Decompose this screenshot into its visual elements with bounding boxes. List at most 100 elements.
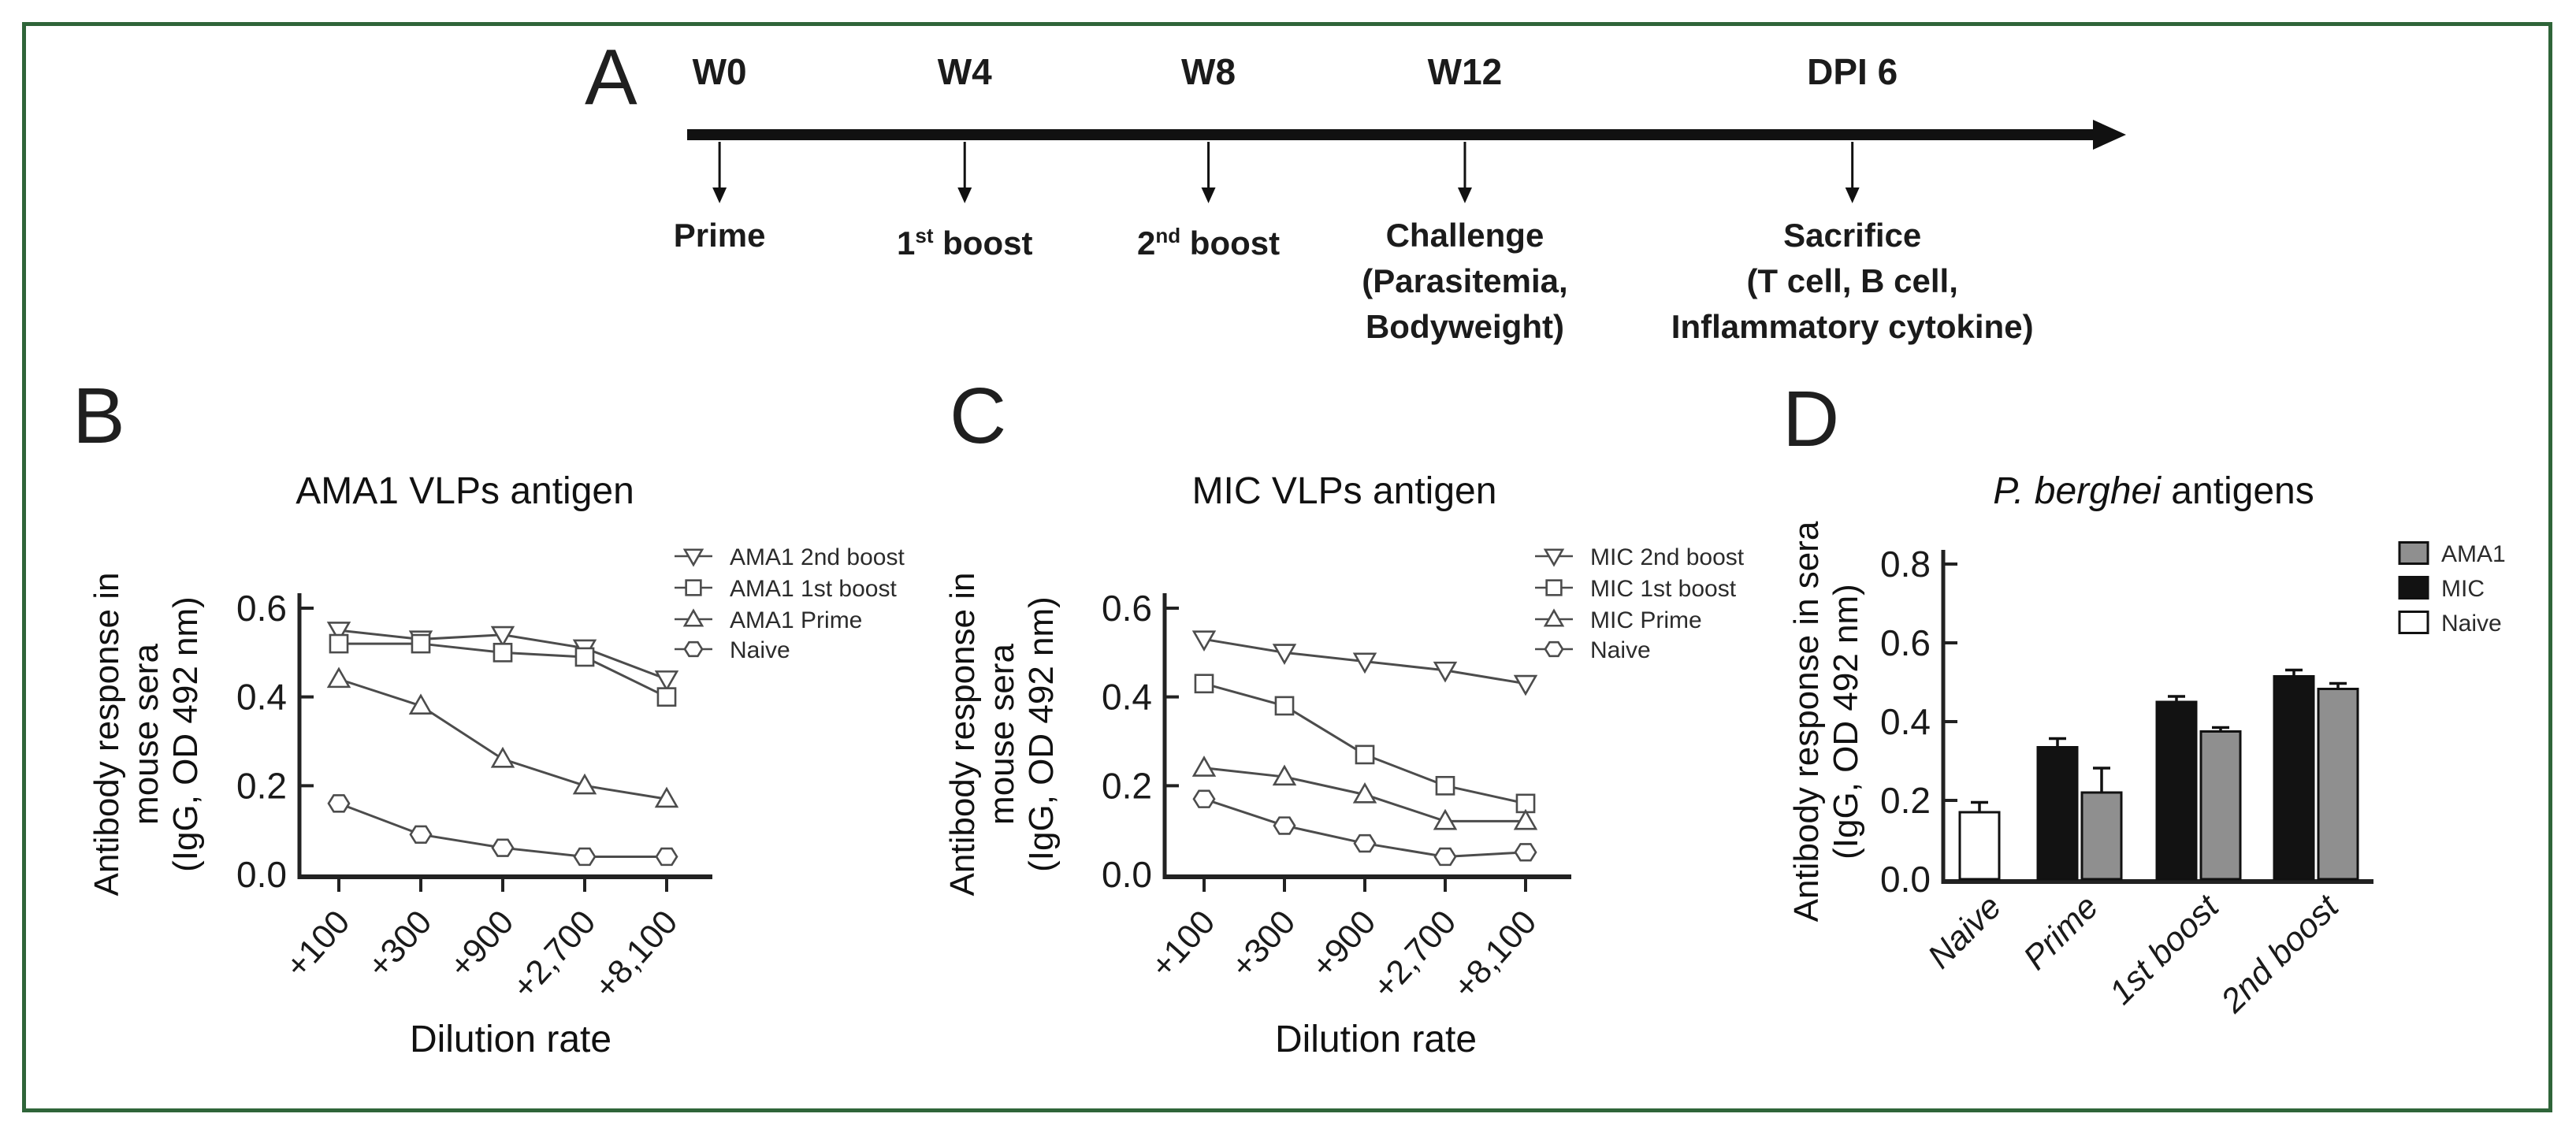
timeline-time-5: DPI 6: [1807, 51, 1898, 92]
series-ama1-prime: [326, 666, 679, 808]
y-tick-label: 0.0: [236, 854, 287, 895]
data-point-marker: [1435, 775, 1455, 796]
data-point-marker: [490, 746, 515, 768]
bar-ama1: [2080, 791, 2123, 881]
data-point-marker: [1191, 755, 1217, 777]
bar-group-1st-boost: [2155, 695, 2242, 881]
data-point-marker: [1352, 652, 1377, 674]
y-tick-label: 0.2: [1880, 780, 1931, 821]
x-group-label: 1st boost: [2102, 887, 2228, 1012]
legend-label: MIC 1st boost: [1590, 576, 1737, 602]
data-point-marker: [1192, 789, 1216, 808]
x-tick-label: +900: [442, 904, 521, 986]
series-mic-1st-boost: [1194, 674, 1536, 814]
chart-c-xlabel: Dilution rate: [1274, 1019, 1478, 1060]
x-tick-label: +900: [1304, 904, 1383, 986]
data-point-marker: [490, 626, 515, 648]
chart-b: 0.6 0.4 0.2 0.0 +100 +300 +900+2,700+8,100 AMA1…: [236, 544, 905, 1006]
x-tick-label: +8,100: [587, 904, 685, 1007]
legend-marker-icon: [1543, 608, 1565, 627]
chart-d-ylabel: Antibody response in sera (IgG, OD 492 n…: [1787, 422, 1866, 1021]
y-tick-label: 0.0: [1102, 854, 1152, 895]
timeline-tick-arrowhead-icon: [1457, 187, 1472, 203]
legend-label: MIC: [2441, 576, 2485, 602]
legend-label: MIC Prime: [1590, 607, 1702, 633]
series-mic-prime: [1191, 755, 1538, 830]
timeline-time-3: W8: [1181, 51, 1236, 92]
legend-marker-icon: [682, 608, 704, 627]
data-point-marker: [572, 773, 597, 795]
legend-marker-icon: [683, 640, 704, 658]
x-tick-label: +2,700: [1366, 904, 1463, 1007]
data-point-marker: [1513, 808, 1538, 830]
data-point-marker: [1272, 764, 1297, 786]
data-point-marker: [329, 633, 349, 654]
data-point-marker: [1514, 843, 1537, 862]
chart-c-title: MIC VLPs antigen: [1191, 470, 1497, 512]
x-group-label: Naive: [1920, 888, 2009, 976]
series-line: [338, 678, 667, 800]
y-tick-label: 0.4: [236, 677, 287, 718]
data-point-marker: [1272, 644, 1297, 665]
data-point-marker: [1433, 808, 1458, 830]
timeline-event-label-4: Challenge (Parasitemia, Bodyweight): [1362, 217, 1568, 345]
legend-swatch-icon: [2398, 576, 2429, 600]
timeline-arrowhead-icon: [2093, 120, 2126, 150]
bar-ama1: [2317, 688, 2359, 881]
timeline: [687, 120, 2126, 203]
x-tick-label: +100: [278, 904, 357, 986]
chart-b-ylabel: Antibody response in mouse sera (IgG, OD…: [87, 435, 206, 1034]
chart-c-ylabel-line2: mouse sera: [983, 644, 1021, 825]
data-point-marker: [1355, 744, 1375, 765]
legend-label: AMA1 1st boost: [730, 576, 897, 602]
legend-label: Naive: [1590, 637, 1651, 663]
timeline-event-label-5: Sacrifice (T cell, B cell, Inflammatory cy…: [1671, 217, 2034, 345]
legend-label: AMA1: [2441, 541, 2506, 567]
bar-mic: [2273, 675, 2315, 881]
data-point-marker: [326, 622, 351, 643]
y-tick-label: 0.6: [1880, 622, 1931, 663]
y-tick-label: 0.8: [1880, 544, 1931, 585]
chart-b-ylabel-line1: Antibody response in: [87, 572, 126, 897]
x-tick-label: +100: [1143, 904, 1222, 986]
chart-c-legend: MIC 2nd boost MIC 1st boost MIC Prime Naive: [1535, 544, 1745, 663]
x-group-label: Prime: [2017, 888, 2106, 977]
panel-c-label: C: [950, 372, 1007, 460]
timeline-tick-arrowhead-icon: [712, 187, 727, 203]
x-tick-label: +2,700: [505, 904, 603, 1007]
series-naive: [327, 794, 678, 867]
chart-b-ylabel-line3: (IgG, OD 492 nm): [166, 596, 205, 872]
data-point-marker: [654, 786, 679, 808]
data-point-marker: [1352, 781, 1377, 804]
timeline-time-4: W12: [1427, 51, 1503, 92]
data-point-marker: [326, 666, 351, 689]
data-point-marker: [1273, 816, 1296, 835]
chart-d-title-rest: antigens: [2160, 470, 2314, 512]
chart-b-ylabel-line2: mouse sera: [127, 644, 165, 825]
data-point-marker: [655, 847, 678, 867]
data-point-marker: [1191, 630, 1217, 652]
chart-b-title: AMA1 VLPs antigen: [296, 470, 634, 512]
data-point-marker: [409, 825, 433, 844]
y-tick-label: 0.2: [236, 765, 287, 806]
data-point-marker: [1274, 696, 1295, 716]
y-tick-label: 0.2: [1102, 765, 1152, 806]
legend-label: AMA1 Prime: [730, 607, 862, 633]
legend-label: AMA1 2nd boost: [730, 544, 905, 570]
timeline-bar: [687, 129, 2096, 140]
timeline-time-2: W4: [937, 51, 992, 92]
data-point-marker: [573, 847, 597, 867]
legend-swatch-icon: [2398, 541, 2429, 565]
panel-b-label: B: [72, 372, 125, 460]
bar-group-naive: [1958, 800, 2001, 881]
timeline-tick-arrowhead-icon: [957, 187, 972, 203]
bar-group-prime: [2036, 737, 2123, 881]
timeline-tick-arrowhead-icon: [1201, 187, 1216, 203]
bar-naive: [1958, 811, 2001, 881]
y-tick-label: 0.0: [1880, 859, 1931, 900]
data-point-marker: [1433, 661, 1458, 683]
chart-d-ylabel-line2: (IgG, OD 492 nm): [1827, 584, 1865, 859]
